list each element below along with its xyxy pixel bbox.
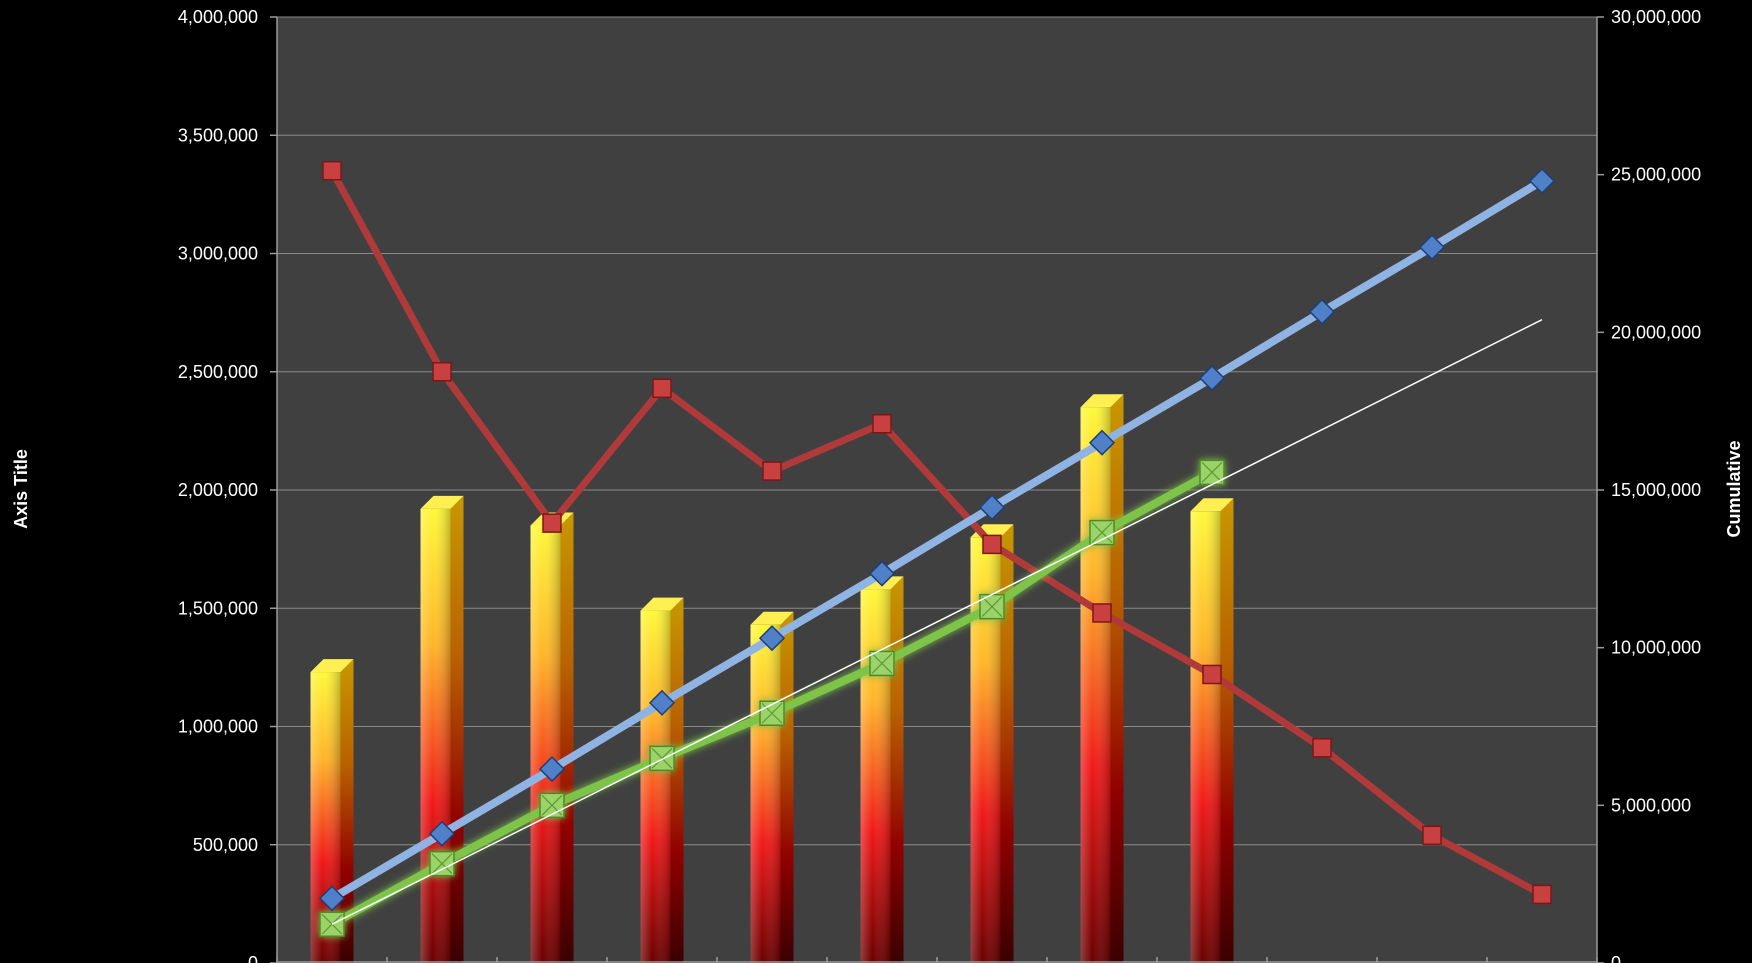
bar-side <box>450 495 464 963</box>
line-series <box>318 160 1556 937</box>
data-point-mark <box>651 747 673 769</box>
data-point <box>762 461 782 481</box>
bar-shade <box>420 508 451 963</box>
bar-shade <box>530 525 561 963</box>
bar <box>1080 394 1124 963</box>
data-point <box>982 534 1002 555</box>
line-series-red <box>322 160 1552 905</box>
data-point <box>1312 738 1332 758</box>
series-line <box>329 177 1545 902</box>
y-tick-label: 3,000,000 <box>178 244 258 264</box>
line-series-blue <box>318 167 1556 912</box>
y2-tick-label: 0 <box>1611 953 1621 963</box>
data-point <box>428 820 456 847</box>
bar-side <box>1110 394 1124 963</box>
data-point <box>868 560 896 587</box>
y-tick-label: 1,500,000 <box>178 598 258 618</box>
series-line <box>328 169 1544 898</box>
data-point-mark <box>871 653 893 674</box>
y-tick-label: 3,500,000 <box>178 125 258 145</box>
y2-tick-label: 20,000,000 <box>1611 322 1701 342</box>
data-point <box>652 378 672 399</box>
data-point <box>432 362 452 382</box>
bar <box>530 512 574 963</box>
y-tick-label: 2,000,000 <box>178 480 258 500</box>
y2-tick-label: 15,000,000 <box>1611 480 1701 500</box>
bar-top <box>750 611 794 625</box>
bar-top <box>1080 394 1124 408</box>
y-tick-label: 500,000 <box>193 835 258 855</box>
bar-side <box>560 512 574 963</box>
data-point-mark <box>541 794 563 816</box>
bar-side <box>1000 524 1014 963</box>
bar-side <box>670 597 684 963</box>
data-point-mark <box>431 853 453 875</box>
y-tick-label: 4,000,000 <box>178 7 258 27</box>
y2-tick-label: 25,000,000 <box>1611 165 1701 185</box>
y2-tick-label: 30,000,000 <box>1611 7 1701 27</box>
data-point-mark <box>1201 461 1223 483</box>
bar-side <box>890 576 904 963</box>
data-point <box>758 625 786 652</box>
bar-shade <box>1190 511 1221 963</box>
bar <box>640 597 684 963</box>
data-point <box>538 756 566 783</box>
y2-tick-label: 5,000,000 <box>1611 795 1691 815</box>
data-point <box>1422 825 1442 846</box>
trendline <box>331 319 1543 925</box>
bar-shade <box>860 589 891 963</box>
trendline-line <box>331 319 1543 925</box>
data-point <box>322 160 342 181</box>
y-axis-ticks: 0 500,000 1,000,000 1,500,000 2,000,000 2,500… <box>178 7 277 963</box>
bar <box>420 495 464 963</box>
y-tick-label: 1,000,000 <box>178 717 258 737</box>
data-point-mark <box>981 596 1003 618</box>
data-point <box>1198 364 1226 392</box>
y2-tick-label: 10,000,000 <box>1611 638 1701 658</box>
bar <box>750 611 794 963</box>
bar-side <box>780 611 794 963</box>
bar <box>860 576 904 963</box>
data-point <box>1092 603 1112 623</box>
bar-shade <box>640 610 671 963</box>
y-tick-label: 2,500,000 <box>178 362 258 382</box>
data-point <box>978 494 1006 521</box>
data-point <box>1202 664 1222 685</box>
bar-shade <box>1080 407 1111 963</box>
data-point <box>648 689 676 716</box>
data-point <box>1528 167 1556 195</box>
bar-shade <box>750 624 781 963</box>
y-tick-label: 0 <box>248 953 258 963</box>
gridlines <box>277 16 1597 846</box>
bar-top <box>310 659 354 673</box>
y-axis-title: Axis Title <box>11 449 31 529</box>
bar <box>1190 498 1234 963</box>
bar <box>970 524 1014 963</box>
y2-axis-ticks: 0 5,000,000 10,000,000 15,000,000 20,000,000… <box>1597 7 1701 963</box>
data-point <box>1308 298 1336 325</box>
y2-axis-title: Cumulative <box>1724 440 1744 537</box>
bar-top <box>640 597 684 611</box>
data-point-mark <box>761 702 783 724</box>
data-point-mark <box>1091 522 1113 543</box>
data-point <box>872 414 892 434</box>
data-point <box>318 885 346 912</box>
bar-top <box>420 495 464 509</box>
bar-side <box>1220 498 1234 963</box>
bar-top <box>1190 498 1234 512</box>
data-point <box>1088 429 1116 456</box>
data-point <box>1418 234 1446 261</box>
data-point <box>1532 884 1552 905</box>
data-point <box>542 513 562 533</box>
